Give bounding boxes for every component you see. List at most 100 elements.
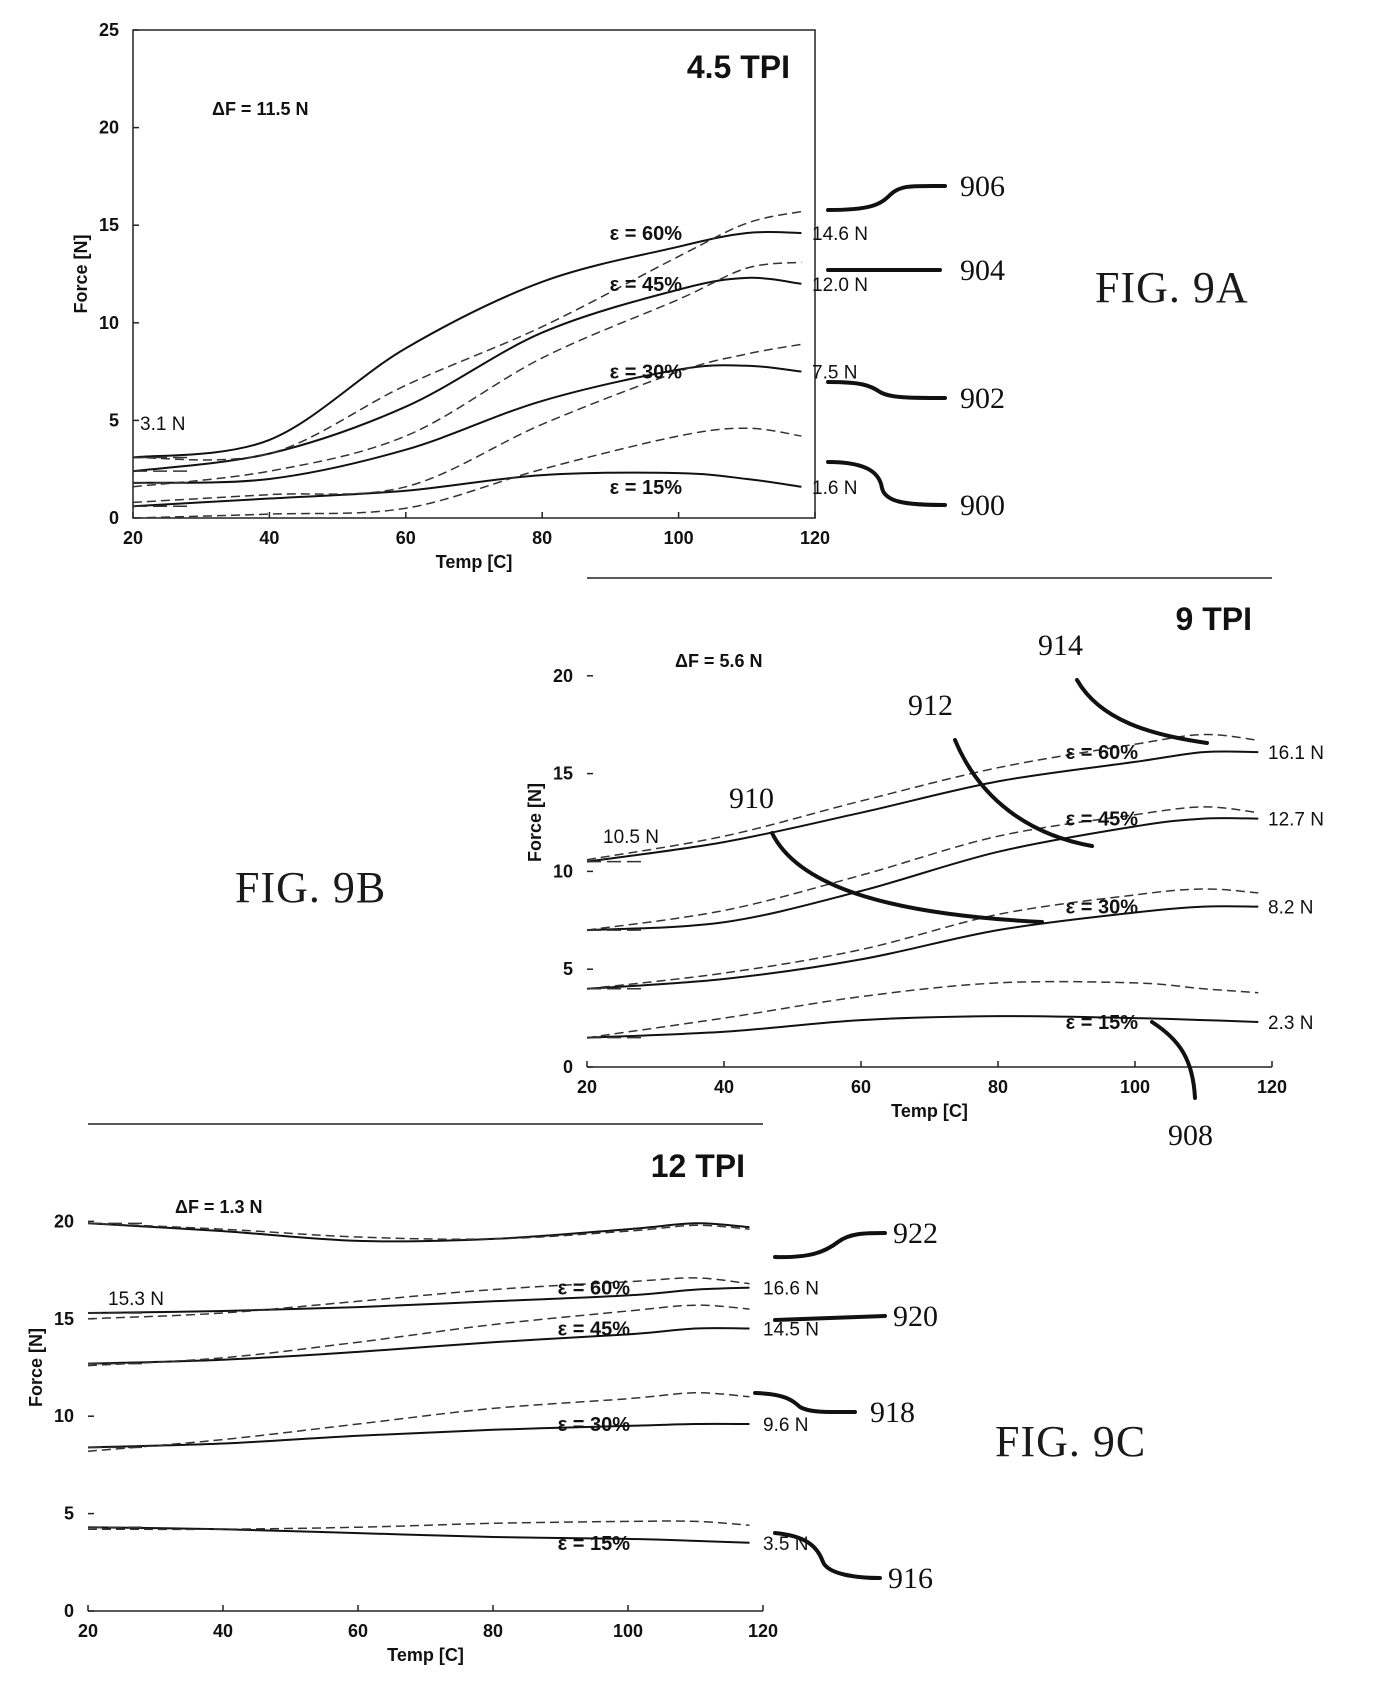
y-tick-label: 0 (563, 1057, 573, 1077)
strain-label: ε = 60% (558, 1278, 631, 1300)
series-line-cooling (132, 261, 802, 488)
strain-label: ε = 45% (1066, 809, 1139, 831)
series-line-cooling (586, 980, 1259, 1039)
reference-leader (826, 183, 947, 212)
y-tick-label: 0 (64, 1601, 74, 1621)
y-tick-label: 25 (99, 20, 119, 40)
series-line-heating (87, 1222, 750, 1243)
chart-title: 9 TPI (1176, 601, 1252, 637)
plot-frame (132, 29, 816, 519)
end-force-label: 7.5 N (812, 363, 857, 384)
strain-label: ε = 60% (1066, 742, 1139, 764)
y-axis-label: Force [N] (26, 1328, 46, 1407)
series-line-heating (586, 817, 1259, 932)
delta-force-label: ΔF = 1.3 N (175, 1197, 262, 1217)
start-force-label: 3.1 N (140, 414, 185, 435)
reference-numeral: 916 (888, 1562, 933, 1595)
reference-numeral: 914 (1038, 629, 1083, 662)
end-force-label: 8.2 N (1268, 898, 1313, 919)
fig-9c-label: FIG. 9C (995, 1417, 1147, 1466)
series-line-cooling (586, 733, 1259, 861)
start-force-label: 15.3 N (108, 1289, 164, 1310)
reference-leader (953, 738, 1094, 848)
y-axis-label: Force [N] (525, 783, 545, 862)
y-tick-label: 20 (553, 666, 573, 686)
reference-leader (773, 1314, 887, 1322)
end-force-label: 9.6 N (763, 1415, 808, 1436)
strain-label: ε = 15% (1066, 1012, 1139, 1034)
start-force-label: 10.5 N (603, 827, 659, 848)
y-tick-label: 15 (553, 764, 573, 784)
y-tick-label: 20 (54, 1211, 74, 1231)
x-tick-label: 100 (664, 528, 694, 548)
reference-numeral: 920 (893, 1300, 938, 1333)
series-line-cooling (87, 1520, 750, 1531)
x-tick-label: 120 (748, 1621, 778, 1641)
chart-title: 4.5 TPI (687, 49, 790, 85)
x-tick-label: 20 (577, 1077, 597, 1097)
x-tick-label: 60 (851, 1077, 871, 1097)
y-tick-label: 0 (109, 508, 119, 528)
x-tick-label: 60 (396, 528, 416, 548)
series-line-heating (87, 1327, 750, 1365)
x-tick-label: 20 (78, 1621, 98, 1641)
y-tick-label: 10 (54, 1406, 74, 1426)
strain-label: ε = 45% (610, 274, 683, 296)
series-line-heating (87, 1422, 750, 1449)
y-tick-label: 15 (54, 1309, 74, 1329)
reference-numeral: 922 (893, 1217, 938, 1250)
x-tick-label: 40 (714, 1077, 734, 1097)
end-force-label: 16.1 N (1268, 743, 1324, 764)
reference-leader (753, 1391, 857, 1415)
y-tick-label: 20 (99, 118, 119, 138)
series-line-cooling (87, 1304, 750, 1367)
series-line-cooling (87, 1277, 750, 1320)
series-line-heating (87, 1286, 750, 1314)
reference-leader (1075, 678, 1209, 745)
series-line-heating (586, 905, 1259, 990)
x-tick-label: 100 (1120, 1077, 1150, 1097)
reference-leader (773, 1231, 887, 1260)
strain-label: ε = 45% (558, 1319, 631, 1341)
y-tick-label: 5 (563, 959, 573, 979)
x-tick-label: 80 (988, 1077, 1008, 1097)
reference-numeral: 906 (960, 170, 1005, 203)
delta-force-label: ΔF = 11.5 N (212, 99, 309, 119)
series-line-heating (586, 750, 1259, 863)
x-tick-label: 100 (613, 1621, 643, 1641)
strain-label: ε = 15% (610, 477, 683, 499)
fig-9a-label: FIG. 9A (1095, 263, 1249, 312)
x-tick-label: 40 (213, 1621, 233, 1641)
end-force-label: 14.6 N (812, 224, 868, 245)
y-axis-label: Force [N] (71, 234, 91, 313)
series-line-cooling (132, 427, 802, 519)
end-force-label: 1.6 N (812, 478, 857, 499)
strain-label: ε = 30% (1066, 897, 1139, 919)
x-tick-label: 80 (483, 1621, 503, 1641)
reference-leader (773, 1531, 882, 1580)
series-line-heating (132, 230, 802, 459)
y-tick-label: 15 (99, 215, 119, 235)
x-tick-label: 40 (259, 528, 279, 548)
series-line-cooling (132, 343, 802, 504)
x-tick-label: 60 (348, 1621, 368, 1641)
series-line-cooling (132, 210, 802, 461)
strain-label: ε = 15% (558, 1533, 631, 1555)
end-force-label: 2.3 N (1268, 1013, 1313, 1034)
reference-leader (1150, 1020, 1197, 1100)
reference-numeral: 912 (908, 689, 953, 722)
reference-numeral: 910 (729, 782, 774, 815)
end-force-label: 16.6 N (763, 1279, 819, 1300)
end-force-label: 12.0 N (812, 275, 868, 296)
strain-label: ε = 30% (558, 1414, 631, 1436)
reference-numeral: 918 (870, 1396, 915, 1429)
reference-numeral: 902 (960, 382, 1005, 415)
strain-label: ε = 30% (610, 362, 683, 384)
x-tick-label: 20 (123, 528, 143, 548)
reference-numeral: 904 (960, 254, 1005, 287)
x-axis-label: Temp [C] (436, 552, 513, 572)
series-line-heating (586, 1015, 1259, 1039)
x-axis-label: Temp [C] (387, 1645, 464, 1665)
